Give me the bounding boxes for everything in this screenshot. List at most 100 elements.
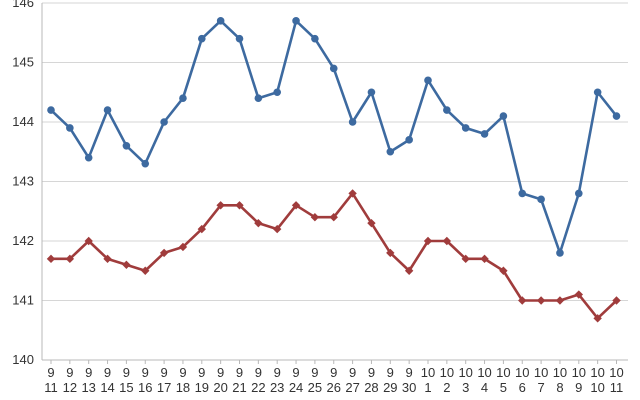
data-point-circle xyxy=(405,136,413,144)
x-tick-label-day: 1 xyxy=(424,380,431,395)
data-point-circle xyxy=(122,142,131,150)
x-tick-label-day: 28 xyxy=(364,380,378,395)
data-point-diamond xyxy=(555,296,565,305)
x-tick-label-month: 10 xyxy=(590,365,604,380)
data-point-circle xyxy=(461,124,470,132)
x-tick-label-month: 10 xyxy=(515,365,529,380)
x-tick-label-month: 10 xyxy=(477,365,491,380)
x-tick-label-month: 9 xyxy=(123,365,130,380)
x-tick-label-month: 9 xyxy=(66,365,73,380)
x-tick-label-month: 9 xyxy=(104,365,111,380)
data-point-diamond xyxy=(178,242,188,252)
x-tick-label-month: 9 xyxy=(311,365,318,380)
data-point-circle xyxy=(386,147,395,156)
data-point-diamond xyxy=(536,296,546,305)
x-tick-label-day: 26 xyxy=(327,380,341,395)
data-point-circle xyxy=(537,195,545,204)
x-tick-label-day: 18 xyxy=(176,380,190,395)
x-tick-label-month: 9 xyxy=(160,365,167,380)
data-point-diamond xyxy=(84,236,93,246)
data-point-diamond xyxy=(348,189,357,198)
x-tick-label-month: 9 xyxy=(274,365,281,380)
x-tick-label-month: 10 xyxy=(496,365,510,380)
data-point-circle xyxy=(103,106,112,114)
x-tick-label-day: 11 xyxy=(44,380,58,395)
data-point-diamond xyxy=(141,266,150,275)
x-tick-label-day: 25 xyxy=(308,380,322,395)
x-tick-label-day: 29 xyxy=(383,380,397,395)
x-tick-label-month: 9 xyxy=(236,365,243,380)
data-point-circle xyxy=(367,88,376,97)
x-tick-label-day: 17 xyxy=(157,380,171,395)
data-point-circle xyxy=(424,76,432,85)
x-tick-label-day: 24 xyxy=(289,380,303,395)
data-point-circle xyxy=(612,112,621,120)
data-point-diamond xyxy=(235,201,244,210)
x-tick-label-month: 9 xyxy=(47,365,54,380)
data-point-circle xyxy=(84,153,93,162)
y-tick-label: 142 xyxy=(12,233,34,248)
x-tick-label-day: 15 xyxy=(119,380,133,395)
data-point-circle xyxy=(160,118,168,126)
x-tick-label-month: 9 xyxy=(198,365,205,380)
y-tick-label: 146 xyxy=(12,0,34,10)
y-tick-label: 144 xyxy=(12,114,34,129)
x-tick-label-month: 9 xyxy=(330,365,337,380)
x-tick-label-month: 10 xyxy=(440,365,454,380)
data-point-circle xyxy=(499,112,508,120)
x-tick-label-month: 9 xyxy=(406,365,413,380)
y-tick-label: 145 xyxy=(12,55,34,70)
data-point-diamond xyxy=(423,236,433,246)
data-point-diamond xyxy=(273,224,282,234)
data-point-circle xyxy=(480,130,489,138)
data-point-circle xyxy=(443,106,451,114)
data-point-diamond xyxy=(216,201,225,210)
data-point-circle xyxy=(311,34,319,43)
series-line-2 xyxy=(51,192,618,320)
x-tick-label-month: 10 xyxy=(421,365,435,380)
x-tick-label-day: 20 xyxy=(213,380,227,395)
data-point-diamond xyxy=(480,254,489,264)
data-point-circle xyxy=(254,94,263,102)
x-tick-label-day: 4 xyxy=(481,380,488,395)
data-point-diamond xyxy=(197,224,206,234)
data-point-diamond xyxy=(386,248,395,258)
x-tick-label-day: 23 xyxy=(270,380,284,395)
data-point-diamond xyxy=(442,236,452,246)
x-tick-label-day: 6 xyxy=(519,380,526,395)
data-point-diamond xyxy=(367,218,376,228)
y-tick-label: 143 xyxy=(12,174,34,189)
x-tick-label-month: 9 xyxy=(255,365,262,380)
data-point-diamond xyxy=(612,296,621,305)
x-tick-label-day: 19 xyxy=(195,380,209,395)
x-tick-label-month: 9 xyxy=(85,365,92,380)
data-point-circle xyxy=(66,124,74,132)
data-point-circle xyxy=(179,94,187,102)
x-tick-label-month: 10 xyxy=(458,365,472,380)
x-tick-label-day: 8 xyxy=(556,380,563,395)
x-tick-label-day: 3 xyxy=(462,380,469,395)
data-point-diamond xyxy=(461,254,470,264)
data-point-circle xyxy=(273,88,282,97)
x-tick-label-month: 9 xyxy=(368,365,375,380)
x-tick-label-month: 9 xyxy=(387,365,394,380)
x-tick-label-day: 21 xyxy=(232,380,246,395)
data-point-diamond xyxy=(291,201,301,210)
data-point-circle xyxy=(198,34,206,43)
data-point-diamond xyxy=(404,266,414,275)
data-point-diamond xyxy=(574,290,583,299)
x-tick-label-month: 10 xyxy=(572,365,586,380)
data-point-circle xyxy=(575,189,583,198)
x-tick-label-day: 16 xyxy=(138,380,152,395)
x-tick-label-day: 14 xyxy=(100,380,114,395)
data-point-diamond xyxy=(122,260,131,269)
data-point-circle xyxy=(348,118,357,126)
data-point-diamond xyxy=(103,254,112,264)
data-point-circle xyxy=(216,17,225,25)
data-point-circle xyxy=(556,249,564,257)
data-point-diamond xyxy=(310,213,320,222)
x-tick-label-day: 22 xyxy=(251,380,265,395)
x-tick-label-month: 9 xyxy=(179,365,186,380)
